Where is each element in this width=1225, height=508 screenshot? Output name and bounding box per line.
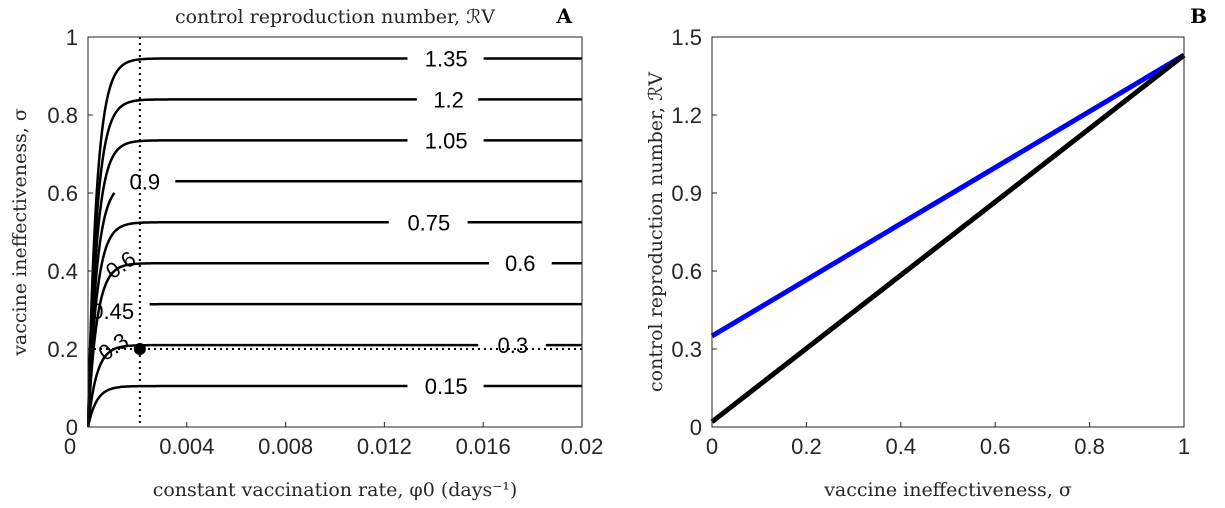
contour-label-1.2: 1.2 [433,87,464,112]
a-ytick-label: 0 [66,415,78,440]
reference-lines [88,37,582,427]
a-ytick-label: 0.2 [47,337,78,362]
contour-label-0.15: 0.15 [425,374,468,399]
a-ytick-label: 0.4 [47,259,78,284]
contour-label-0.3: 0.3 [498,333,529,358]
b-ytick-label: 0 [690,415,702,440]
panel-a-xlabel: constant vaccination rate, φ0 (days⁻¹) [153,479,518,501]
b-xtick-label: 1 [1178,434,1190,459]
panel-b-label: B [1190,4,1207,28]
series-line-0 [710,53,1186,339]
a-ytick-label: 0.8 [47,103,78,128]
panel-a-y-ticks: 0 0.2 0.4 0.6 0.8 1 [47,25,93,440]
series-line-1 [710,53,1186,424]
b-xtick-label: 0 [706,434,718,459]
a-xtick-label: 0.008 [258,434,313,459]
panel-a-x-ticks: 0 0.004 0.008 0.012 0.016 0.02 [64,422,604,459]
panel-b-line-chart: 0 0.2 0.4 0.6 0.8 1 0 0.3 0.6 0.9 1.2 1.5 B vaccin… [645,4,1207,501]
panel-a-label: A [555,4,572,28]
contour-label-extra-0: 0.6 [101,246,140,284]
contour-line-0.3-seg0 [87,343,479,427]
contour-line-1.35-seg0 [87,57,408,427]
panel-b-y-ticks: 0 0.3 0.6 0.9 1.2 1.5 [671,25,717,440]
contour-label-0.75: 0.75 [407,210,450,235]
b-ytick-label: 1.2 [671,103,702,128]
a-xtick-label: 0.02 [561,434,604,459]
panel-b-series [710,53,1186,424]
panel-b-x-ticks: 0 0.2 0.4 0.6 0.8 1 [706,422,1190,459]
b-xtick-label: 0.2 [791,434,822,459]
panel-b-xlabel: vaccine ineffectiveness, σ [823,479,1072,501]
b-xtick-label: 0.4 [886,434,917,459]
panel-a-title: control reproduction number, ℛV [175,6,495,28]
a-ytick-label: 0.6 [47,181,78,206]
b-xtick-label: 0.6 [980,434,1011,459]
a-xtick-label: 0.016 [456,434,511,459]
panel-b-axes-box [711,36,1185,428]
a-xtick-label: 0.012 [357,434,412,459]
b-ytick-label: 1.5 [671,25,702,50]
contour-label-0.45: 0.45 [91,299,134,324]
b-ytick-label: 0.9 [671,181,702,206]
contour-label-extra-1: 0.3 [94,328,133,366]
marked-point [133,343,146,355]
contour-label-1.05: 1.05 [425,128,468,153]
panel-b-ylabel: control reproduction number, ℛV [645,72,667,392]
b-xtick-label: 0.8 [1074,434,1105,459]
b-ytick-label: 0.3 [671,337,702,362]
contour-label-0.9: 0.9 [130,170,161,195]
contour-label-0.6: 0.6 [505,251,536,276]
a-ytick-label: 1 [66,25,78,50]
panel-a-ylabel: vaccine ineffectiveness, σ [9,108,31,357]
b-ytick-label: 0.6 [671,259,702,284]
a-xtick-label: 0 [64,434,76,459]
contour-label-1.35: 1.35 [425,46,468,71]
panel-a-contour-plot: 0.15 0.3 0.45 0.6 0.75 0.9 1.05 1.2 1.35 0.6 0.3 0… [9,4,603,501]
a-xtick-label: 0.004 [159,434,214,459]
contour-line-0.75-seg0 [87,221,389,427]
panel-a-axes-box [87,36,583,428]
contour-lines [87,57,582,427]
contour-line-0.15-seg0 [87,384,408,427]
